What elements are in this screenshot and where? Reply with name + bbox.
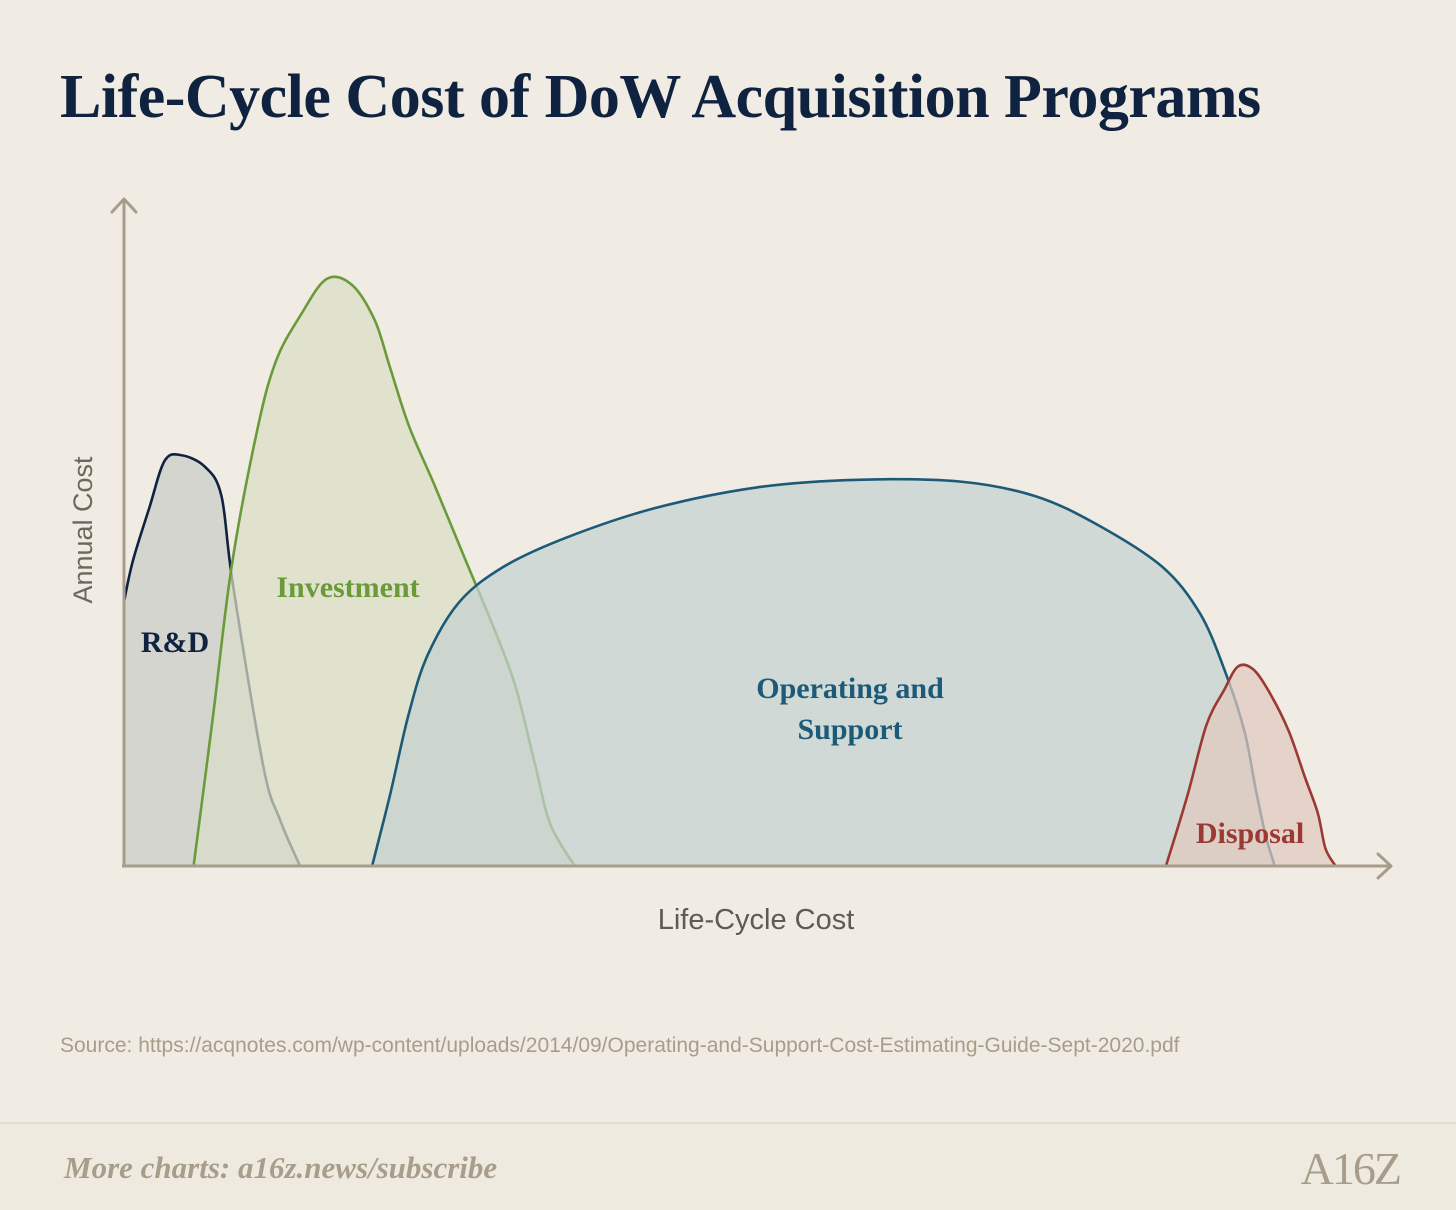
subscribe-link[interactable]: More charts: a16z.news/subscribe (64, 1150, 498, 1185)
series-area-operating (372, 479, 1275, 866)
series-area-disposal (1165, 664, 1336, 866)
series-label-disposal: Disposal (1196, 817, 1304, 850)
chart-title: Life-Cycle Cost of DoW Acquisition Progr… (60, 63, 1261, 131)
axes (110, 197, 1393, 880)
series-label-investment: Investment (276, 571, 419, 604)
a16z-logo: A16Z (1300, 1143, 1402, 1194)
x-axis-label: Life-Cycle Cost (658, 904, 855, 936)
series-areas (122, 275, 1337, 867)
source-note: Source: https://acqnotes.com/wp-content/… (60, 1034, 1180, 1057)
series-labels: R&D Investment Operating and Support Disp… (68, 456, 1304, 936)
series-label-operating-line: Support (797, 713, 902, 746)
y-axis-label: Annual Cost (68, 456, 98, 604)
y-axis-arrow (110, 197, 138, 214)
series-label-operating-line: Operating and (756, 672, 944, 705)
footer: More charts: a16z.news/subscribe A16Z (0, 1122, 1456, 1210)
series-line-disposal (1164, 663, 1337, 867)
series-label-operating: Operating and Support (756, 672, 944, 746)
x-axis-arrow (1376, 852, 1393, 880)
chart: R&D Investment Operating and Support Disp… (68, 197, 1393, 936)
series-label-rnd: R&D (141, 626, 209, 659)
